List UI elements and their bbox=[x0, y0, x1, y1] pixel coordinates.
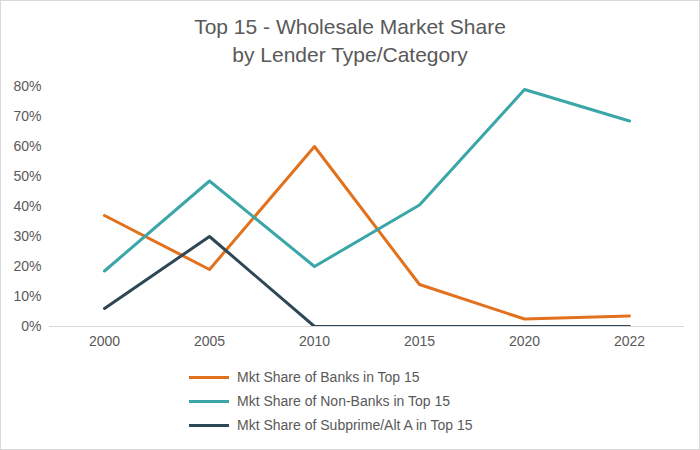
svg-text:20%: 20% bbox=[13, 258, 41, 274]
html-text:Mkt Share of Non-Banks in Top: Mkt Share of Non-Banks in Top 15 bbox=[237, 393, 450, 409]
svg-text:30%: 30% bbox=[13, 228, 41, 244]
svg-text:10%: 10% bbox=[13, 288, 41, 304]
svg-text:2005: 2005 bbox=[194, 333, 225, 349]
svg-text:2015: 2015 bbox=[404, 333, 435, 349]
svg-text:2020: 2020 bbox=[509, 333, 540, 349]
html-text:Mkt Share of Subprime/Alt A in: Mkt Share of Subprime/Alt A in Top 15 bbox=[237, 417, 473, 433]
svg-text:60%: 60% bbox=[13, 138, 41, 154]
svg-text:2010: 2010 bbox=[299, 333, 330, 349]
svg-text:2022: 2022 bbox=[614, 333, 645, 349]
svg-text:40%: 40% bbox=[13, 198, 41, 214]
html-text:Top 15 - Wholesale Market Shar: Top 15 - Wholesale Market Share by Lende… bbox=[194, 15, 506, 66]
svg-text:0%: 0% bbox=[21, 318, 41, 334]
svg-text:80%: 80% bbox=[13, 78, 41, 94]
svg-text:2000: 2000 bbox=[89, 333, 120, 349]
svg-text:70%: 70% bbox=[13, 108, 41, 124]
html-text:Mkt Share of Banks in Top 15: Mkt Share of Banks in Top 15 bbox=[237, 369, 420, 385]
svg-text:50%: 50% bbox=[13, 168, 41, 184]
